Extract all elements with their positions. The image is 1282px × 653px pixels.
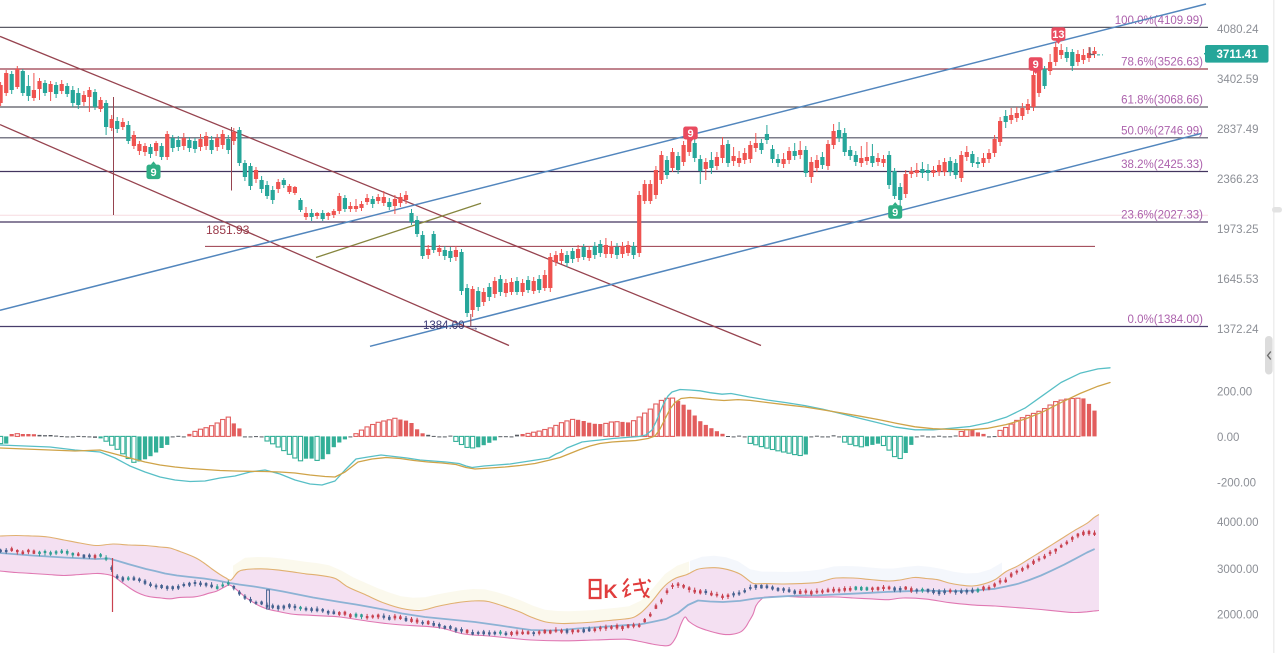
svg-text:1645.53: 1645.53	[1217, 274, 1259, 286]
svg-text:-200.00: -200.00	[1217, 477, 1256, 489]
svg-text:100.0%(4109.99): 100.0%(4109.99)	[1115, 15, 1203, 27]
svg-text:9: 9	[150, 167, 156, 179]
svg-text:9: 9	[892, 207, 898, 219]
svg-text:3000.00: 3000.00	[1217, 564, 1259, 576]
svg-text:78.6%(3526.63): 78.6%(3526.63)	[1121, 57, 1203, 69]
svg-text:0.0%(1384.00): 0.0%(1384.00)	[1128, 314, 1204, 326]
svg-text:1384.00: 1384.00	[423, 320, 465, 332]
svg-text:3711.41: 3711.41	[1217, 49, 1259, 61]
svg-text:1372.24: 1372.24	[1217, 324, 1259, 336]
svg-text:61.8%(3068.66): 61.8%(3068.66)	[1121, 95, 1203, 107]
svg-text:9: 9	[687, 128, 693, 140]
svg-text:9: 9	[1033, 59, 1039, 71]
svg-text:3402.59: 3402.59	[1217, 74, 1259, 86]
svg-text:13: 13	[1052, 29, 1064, 41]
svg-text:23.6%(2027.33): 23.6%(2027.33)	[1121, 210, 1203, 222]
svg-text:4000.00: 4000.00	[1217, 517, 1259, 529]
svg-text:50.0%(2746.99): 50.0%(2746.99)	[1121, 125, 1203, 137]
svg-text:K: K	[604, 581, 618, 603]
svg-text:1973.25: 1973.25	[1217, 224, 1259, 236]
svg-text:→: →	[469, 323, 479, 334]
svg-text:2837.49: 2837.49	[1217, 124, 1259, 136]
svg-text:2366.23: 2366.23	[1217, 174, 1259, 186]
svg-text:38.2%(2425.33): 38.2%(2425.33)	[1121, 159, 1203, 171]
svg-text:4080.24: 4080.24	[1217, 24, 1259, 36]
svg-text:2000.00: 2000.00	[1217, 610, 1259, 622]
svg-text:1851.93: 1851.93	[206, 223, 250, 237]
svg-text:0.00: 0.00	[1217, 432, 1239, 444]
svg-text:200.00: 200.00	[1217, 386, 1252, 398]
